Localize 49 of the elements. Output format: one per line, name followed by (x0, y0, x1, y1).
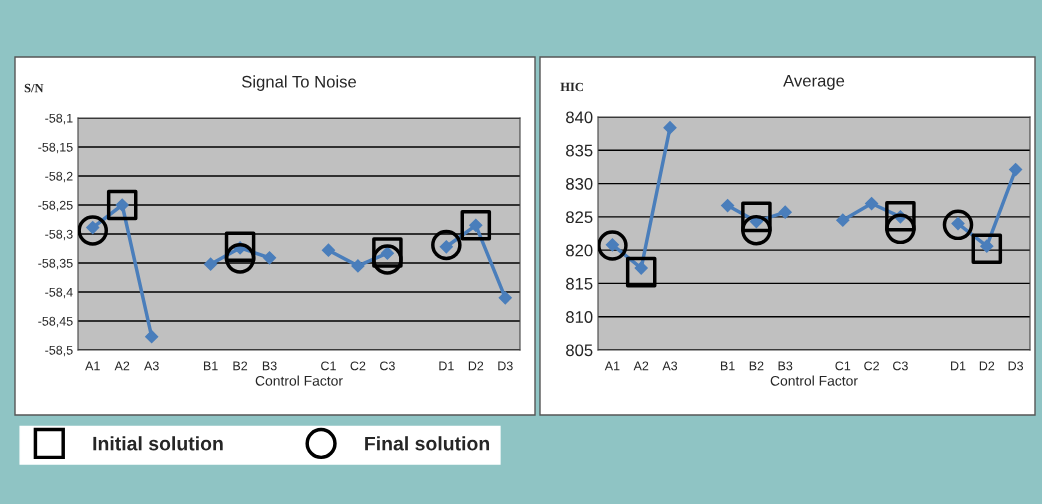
x-tick-label: D1 (439, 361, 454, 371)
y-tick-label: 840 (566, 111, 593, 124)
x-tick-label: C3 (380, 361, 395, 371)
y-tick-label: 805 (566, 344, 593, 357)
y-tick-label: -58,5 (45, 345, 73, 357)
x-axis-title: Control Factor (770, 375, 858, 386)
y-tick-label: -58,25 (38, 200, 73, 212)
legend-label: Initial solution (93, 436, 223, 451)
x-axis-title: Control Factor (255, 375, 343, 386)
y-tick-label: 815 (566, 277, 593, 290)
x-tick-label: C2 (350, 361, 366, 371)
x-tick-label: B1 (203, 361, 218, 371)
x-tick-label: C2 (864, 361, 879, 371)
x-tick-label: A3 (144, 361, 159, 371)
x-tick-label: C3 (893, 361, 908, 371)
x-tick-label: D2 (468, 361, 484, 371)
y-tick-label: 830 (566, 177, 593, 190)
legend-label: Final solution (365, 436, 490, 451)
y-tick-label: -58,1 (45, 113, 73, 125)
y-axis-title: HIC (560, 82, 583, 92)
x-tick-label: B2 (233, 361, 248, 371)
chart-title: Signal To Noise (242, 75, 357, 91)
y-tick-label: -58,35 (38, 258, 73, 270)
x-tick-label: B3 (778, 361, 793, 371)
y-tick-label: -58,4 (45, 287, 73, 299)
x-tick-label: C1 (835, 361, 851, 371)
y-tick-label: 835 (566, 144, 593, 157)
x-tick-label: C1 (321, 361, 336, 371)
x-tick-label: A2 (114, 361, 130, 371)
x-tick-label: D1 (951, 361, 966, 371)
y-axis-title: S/N (24, 83, 44, 93)
x-tick-label: B2 (749, 361, 764, 371)
x-tick-label: B1 (720, 361, 735, 371)
y-tick-label: -58,2 (45, 171, 73, 183)
x-tick-label: D2 (979, 361, 995, 371)
y-tick-label: -58,3 (45, 229, 73, 241)
y-tick-label: -58,45 (38, 316, 73, 328)
x-tick-label: A1 (85, 361, 100, 371)
x-tick-label: A1 (604, 361, 620, 371)
x-tick-label: A3 (662, 361, 678, 371)
y-tick-label: 820 (566, 244, 593, 257)
x-tick-label: D3 (498, 361, 513, 371)
chart-title: Average (783, 74, 845, 90)
y-tick-label: 825 (566, 211, 593, 224)
x-tick-label: B3 (262, 361, 277, 371)
y-tick-label: 810 (566, 311, 593, 323)
y-tick-label: -58,15 (38, 142, 73, 154)
x-tick-label: D3 (1008, 361, 1024, 371)
x-tick-label: A2 (633, 361, 649, 371)
